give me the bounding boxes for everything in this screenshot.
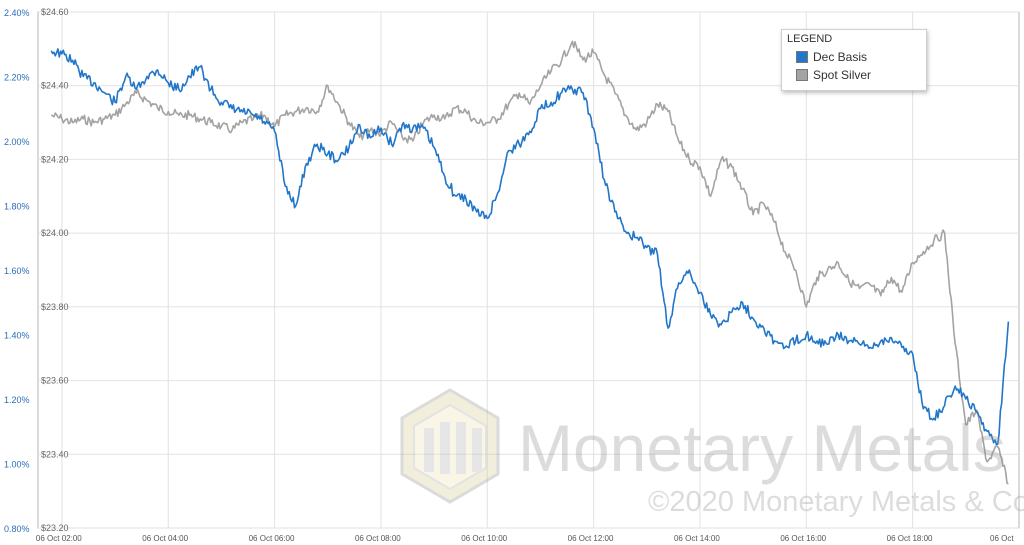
price-axis-tick-label: $24.60 <box>41 7 69 17</box>
series-line-spot-silver <box>51 40 1009 485</box>
x-axis-tick-label: 06 Oct 16:00 <box>780 534 826 543</box>
left-axis-tick-label: 1.40% <box>4 331 30 341</box>
watermark-copyright: ©2020 Monetary Metals & Co. <box>648 486 1024 518</box>
x-axis-tick-label: 06 Oct 10:00 <box>461 534 507 543</box>
x-axis-tick-label: 06 Oct 12:00 <box>568 534 614 543</box>
left-axis-tick-label: 1.80% <box>4 202 30 212</box>
gridlines <box>38 11 1019 529</box>
left-axis-tick-label: 2.20% <box>4 73 30 83</box>
left-axis-tick-label: 2.00% <box>4 137 30 147</box>
x-axis-tick-label: 06 Oct 08:00 <box>355 534 401 543</box>
x-axis-tick-label: 06 Oct 14:00 <box>674 534 720 543</box>
left-axis-tick-label: 2.40% <box>4 8 30 18</box>
legend-swatch-spot-silver <box>796 69 808 81</box>
price-axis-tick-label: $23.80 <box>41 302 69 312</box>
x-axis-tick-label: 06 Oct 02:00 <box>36 534 82 543</box>
legend-swatch-dec-basis <box>796 51 808 63</box>
watermark-logo <box>400 388 500 504</box>
legend-label-dec-basis: Dec Basis <box>813 50 868 64</box>
legend-item-spot-silver[interactable]: Spot Silver <box>796 68 871 82</box>
price-axis-tick-label: $23.40 <box>41 449 69 459</box>
left-axis-tick-label: 1.60% <box>4 266 30 276</box>
x-axis-tick-label: 06 Oct 04:00 <box>142 534 188 543</box>
price-axis-tick-label: $24.00 <box>41 228 69 238</box>
axis-ticks: 2.40% 2.20% 2.00% 1.80% 1.60% 1.40% 1.20% 1.00%… <box>4 7 1014 543</box>
watermark-brand: Monetary Metals <box>518 411 1006 485</box>
plot-area <box>37 11 1020 529</box>
legend-label-spot-silver: Spot Silver <box>813 68 872 82</box>
price-axis-tick-label: $23.60 <box>41 376 69 386</box>
left-axis-tick-label: 1.00% <box>4 460 30 470</box>
legend-item-dec-basis[interactable]: Dec Basis <box>796 50 867 64</box>
left-axis-tick-label: 0.80% <box>4 524 30 534</box>
x-axis-tick-label: 06 Oct 06:00 <box>249 534 295 543</box>
legend-title: LEGEND <box>787 33 833 45</box>
price-axis-tick-label: $24.40 <box>41 81 69 91</box>
x-axis-tick-label: 06 Oct 18:00 <box>887 534 933 543</box>
left-axis-tick-label: 1.20% <box>4 395 30 405</box>
price-axis-tick-label: $24.20 <box>41 154 69 164</box>
price-axis-tick-label: $23.20 <box>41 523 69 533</box>
series-line-dec-basis <box>50 48 1010 446</box>
x-axis-tick-label: 06 Oct <box>990 534 1014 543</box>
legend: LEGEND Dec Basis Spot Silver <box>781 29 927 91</box>
series-layer <box>50 40 1010 485</box>
